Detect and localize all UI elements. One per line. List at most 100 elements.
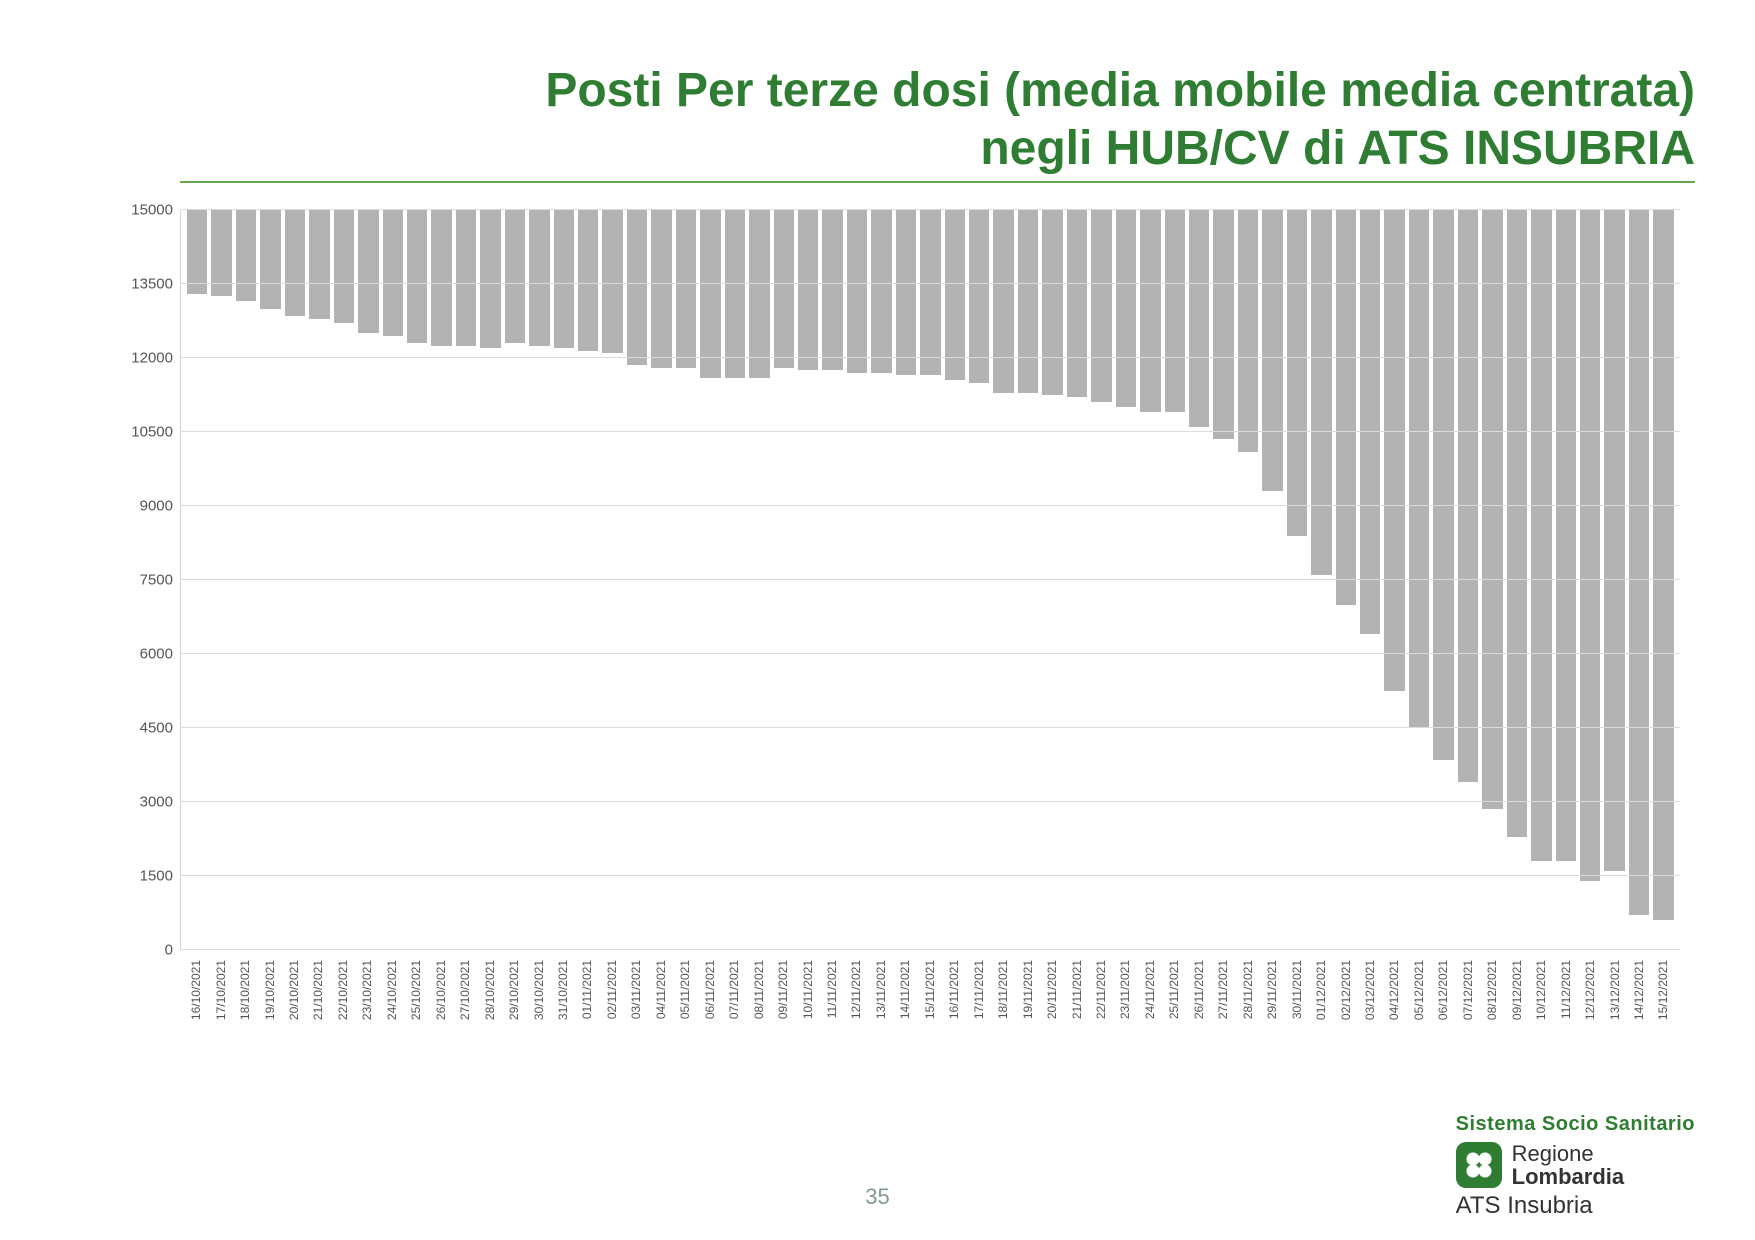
bar-slot (627, 210, 647, 950)
bar (1018, 210, 1038, 393)
bar-slot (1140, 210, 1160, 950)
bar-slot (1336, 210, 1356, 950)
x-tick-label: 13/11/2021 (874, 960, 888, 1019)
bar-slot (1165, 210, 1185, 950)
footer-ats: ATS Insubria (1456, 1192, 1695, 1220)
x-tick-label: 16/11/2021 (947, 960, 961, 1019)
x-tick-label: 24/11/2021 (1143, 960, 1157, 1019)
x-tick-label: 02/11/2021 (605, 960, 619, 1019)
bar (1482, 210, 1502, 809)
bar (309, 210, 329, 319)
x-label-slot: 25/10/2021 (406, 956, 426, 1070)
x-tick-label: 07/11/2021 (727, 960, 741, 1019)
bar (529, 210, 549, 346)
bar (1580, 210, 1600, 881)
bar-slot (1360, 210, 1380, 950)
x-tick-label: 22/10/2021 (336, 960, 350, 1020)
x-label-slot: 04/11/2021 (651, 956, 671, 1070)
x-label-slot: 24/10/2021 (382, 956, 402, 1070)
footer-logo: Sistema Socio Sanitario Regione Lombardi… (1456, 1113, 1695, 1220)
x-tick-label: 09/11/2021 (776, 960, 790, 1019)
bar (285, 210, 305, 316)
y-tick-label: 10500 (131, 424, 173, 441)
bar-slot (1458, 210, 1478, 950)
bar (578, 210, 598, 351)
bar (236, 210, 256, 301)
bar (774, 210, 794, 368)
bar-slot (236, 210, 256, 950)
gridline (181, 209, 1680, 210)
x-label-slot: 29/11/2021 (1262, 956, 1282, 1070)
bar-slot (602, 210, 622, 950)
x-label-slot: 30/10/2021 (528, 956, 548, 1070)
x-tick-label: 21/10/2021 (311, 960, 325, 1020)
x-label-slot: 28/11/2021 (1237, 956, 1257, 1070)
x-label-slot: 26/10/2021 (431, 956, 451, 1070)
x-label-slot: 11/11/2021 (822, 956, 842, 1070)
bar-slot (1531, 210, 1551, 950)
x-tick-label: 12/12/2021 (1583, 960, 1597, 1020)
bar (1507, 210, 1527, 837)
bar (505, 210, 525, 343)
bar (407, 210, 427, 343)
bar-slot (749, 210, 769, 950)
x-tick-label: 12/11/2021 (849, 960, 863, 1019)
x-label-slot: 10/11/2021 (797, 956, 817, 1070)
x-label-slot: 19/10/2021 (259, 956, 279, 1070)
bar (822, 210, 842, 370)
bar-slot (1262, 210, 1282, 950)
bar-slot (1433, 210, 1453, 950)
x-label-slot: 21/10/2021 (308, 956, 328, 1070)
y-tick-label: 13500 (131, 276, 173, 293)
x-tick-label: 06/12/2021 (1436, 960, 1450, 1020)
bar-slot (358, 210, 378, 950)
bar-slot (480, 210, 500, 950)
x-label-slot: 31/10/2021 (553, 956, 573, 1070)
x-tick-label: 19/10/2021 (263, 960, 277, 1020)
bar (1091, 210, 1111, 402)
bar-slot (847, 210, 867, 950)
bar-slot (896, 210, 916, 950)
bar (1140, 210, 1160, 412)
bar-slot (554, 210, 574, 950)
x-label-slot: 09/12/2021 (1506, 956, 1526, 1070)
bar-slot (700, 210, 720, 950)
x-tick-label: 18/11/2021 (996, 960, 1010, 1019)
x-tick-label: 04/12/2021 (1387, 960, 1401, 1020)
x-tick-label: 09/12/2021 (1510, 960, 1524, 1020)
bar (920, 210, 940, 375)
footer-region-line1: Regione (1512, 1142, 1624, 1165)
x-label-slot: 24/11/2021 (1140, 956, 1160, 1070)
x-label-slot: 15/11/2021 (920, 956, 940, 1070)
x-tick-label: 01/12/2021 (1314, 960, 1328, 1020)
slide: { "title": { "line1": "Posti Per terze d… (0, 0, 1755, 1240)
x-tick-label: 23/10/2021 (360, 960, 374, 1020)
x-label-slot: 29/10/2021 (504, 956, 524, 1070)
x-label-slot: 02/11/2021 (602, 956, 622, 1070)
x-tick-label: 05/12/2021 (1412, 960, 1426, 1020)
bar (627, 210, 647, 365)
x-label-slot: 17/10/2021 (210, 956, 230, 1070)
x-tick-label: 29/11/2021 (1265, 960, 1279, 1019)
bar (602, 210, 622, 353)
x-label-slot: 25/11/2021 (1164, 956, 1184, 1070)
bar-slot (1213, 210, 1233, 950)
x-label-slot: 12/11/2021 (846, 956, 866, 1070)
bar-slot (529, 210, 549, 950)
bar (1458, 210, 1478, 782)
bar (187, 210, 207, 294)
x-tick-label: 15/11/2021 (923, 960, 937, 1019)
x-tick-label: 06/11/2021 (703, 960, 717, 1019)
x-label-slot: 03/12/2021 (1360, 956, 1380, 1070)
x-tick-label: 18/10/2021 (238, 960, 252, 1020)
bar-slot (211, 210, 231, 950)
bar (725, 210, 745, 378)
bar-slot (578, 210, 598, 950)
x-tick-label: 08/12/2021 (1485, 960, 1499, 1020)
bar-slot (822, 210, 842, 950)
bar-slot (260, 210, 280, 950)
x-tick-label: 02/12/2021 (1339, 960, 1353, 1020)
x-tick-label: 26/10/2021 (434, 960, 448, 1020)
x-label-slot: 10/12/2021 (1531, 956, 1551, 1070)
x-label-slot: 18/11/2021 (993, 956, 1013, 1070)
